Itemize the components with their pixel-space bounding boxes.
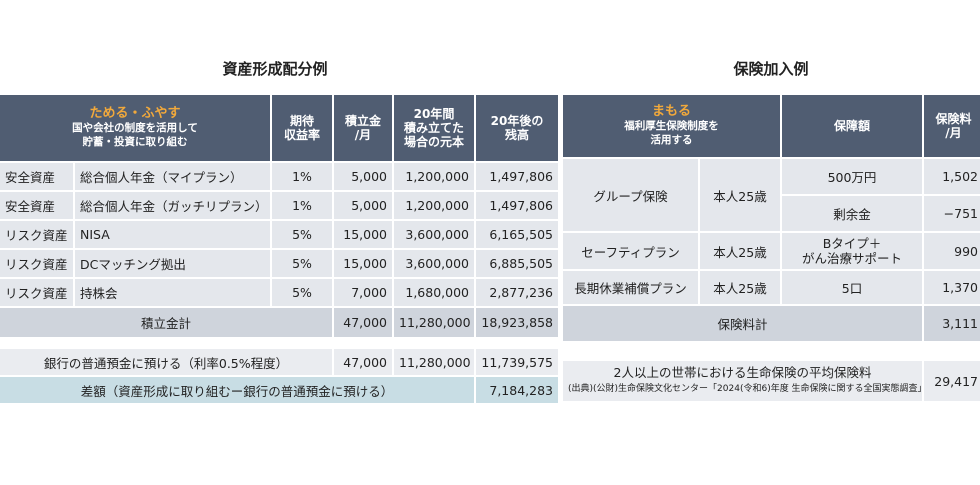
header-20yr-principal: 20年間 積み立てた 場合の元本 bbox=[394, 95, 474, 161]
product-name: 総合個人年金（マイプラン） bbox=[80, 170, 243, 185]
header-20yr-balance: 20年後の 残高 bbox=[476, 95, 558, 161]
header-coverage-amount: 保障額 bbox=[782, 95, 922, 157]
premium-amount: −751 bbox=[943, 206, 978, 221]
balance-amount: 6,165,505 bbox=[489, 227, 553, 242]
table-row: 安全資産 総合個人年金（ガッチリプラン） 1% 5,000 1,200,000 … bbox=[0, 192, 558, 219]
plan-name: グループ保険 bbox=[593, 188, 668, 204]
right-section-title: 保険加入例 bbox=[733, 60, 809, 78]
average-premium-value: 29,417 bbox=[934, 373, 978, 389]
difference-value: 7,184,283 bbox=[489, 382, 553, 398]
table-row: グループ保険 本人25歳 500万円 1,502 bbox=[563, 159, 980, 204]
product-name: NISA bbox=[80, 227, 110, 242]
total-principal: 11,280,000 bbox=[399, 315, 471, 330]
plan-name: 長期休業補償プラン bbox=[574, 281, 687, 296]
balance-amount: 1,497,806 bbox=[489, 198, 553, 213]
difference-label: 差額（資産形成に取り組むー銀行の普通預金に預ける） bbox=[80, 383, 394, 399]
balance-amount: 1,497,806 bbox=[489, 169, 553, 184]
insurance-table: まもる 福利厚生保険制度を 活用する 保障額 保険料/月 グループ保険 本人25… bbox=[561, 93, 980, 403]
principal-amount: 1,200,000 bbox=[405, 169, 469, 184]
coverage-amount: 5口 bbox=[841, 281, 863, 296]
monthly-amount: 5,000 bbox=[351, 198, 387, 213]
header-sub-line1: 福利厚生保険制度を bbox=[624, 120, 719, 132]
premium-total-value: 3,111 bbox=[942, 316, 978, 331]
monthly-amount: 5,000 bbox=[351, 169, 387, 184]
header-sub-line2: 貯蓄・投資に取り組む bbox=[82, 136, 188, 148]
product-name: 総合個人年金（ガッチリプラン） bbox=[80, 199, 268, 214]
table-row: セーフティプラン 本人25歳 Bタイプ＋ がん治療サポート 990 bbox=[563, 233, 980, 269]
asset-type: リスク資産 bbox=[5, 257, 68, 272]
table-row: リスク資産 DCマッチング拠出 5% 15,000 3,600,000 6,88… bbox=[0, 250, 558, 277]
bank-monthly: 47,000 bbox=[343, 354, 387, 370]
total-row: 保険料計 3,111 bbox=[563, 306, 980, 341]
expected-rate: 1% bbox=[292, 198, 312, 213]
header-protect: まもる 福利厚生保険制度を 活用する bbox=[563, 95, 780, 157]
bank-deposit-row: 銀行の普通預金に預ける（利率0.5%程度） 47,000 11,280,000 … bbox=[0, 349, 558, 375]
principal-amount: 1,680,000 bbox=[405, 285, 469, 300]
insured-person: 本人25歳 bbox=[713, 188, 767, 204]
total-label: 積立金計 bbox=[140, 316, 191, 331]
monthly-amount: 7,000 bbox=[351, 285, 387, 300]
asset-type: 安全資産 bbox=[5, 199, 56, 214]
monthly-amount: 15,000 bbox=[343, 256, 387, 271]
asset-allocation-table: ためる・ふやす 国や会社の制度を活用して 貯蓄・投資に取り組む 期待 収益率 積立… bbox=[0, 93, 560, 405]
header-save-invest: ためる・ふやす 国や会社の制度を活用して 貯蓄・投資に取り組む bbox=[0, 95, 270, 161]
coverage-amount: 500万円 bbox=[827, 170, 877, 185]
expected-rate: 5% bbox=[292, 285, 312, 300]
total-row: 積立金計 47,000 11,280,000 18,923,858 bbox=[0, 308, 558, 337]
coverage-amount: 剰余金 bbox=[833, 207, 871, 222]
header-expected-return: 期待 収益率 bbox=[272, 95, 332, 161]
coverage-amount: Bタイプ＋ がん治療サポート bbox=[801, 236, 902, 266]
table-row: リスク資産 持株会 5% 7,000 1,680,000 2,877,236 bbox=[0, 279, 558, 306]
premium-amount: 1,370 bbox=[942, 280, 978, 295]
premium-total-label: 保険料計 bbox=[717, 317, 768, 332]
total-balance: 18,923,858 bbox=[481, 315, 553, 330]
header-accent-label: ためる・ふやす bbox=[89, 106, 181, 121]
monthly-amount: 15,000 bbox=[343, 227, 387, 242]
principal-amount: 3,600,000 bbox=[405, 256, 469, 271]
principal-amount: 3,600,000 bbox=[405, 227, 469, 242]
bank-balance: 11,739,575 bbox=[481, 354, 553, 370]
asset-type: リスク資産 bbox=[5, 228, 68, 243]
total-monthly: 47,000 bbox=[343, 315, 387, 330]
expected-rate: 1% bbox=[292, 169, 312, 184]
average-premium-row: 2人以上の世帯における生命保険の平均保険料 (出典)(公財)生命保険文化センター… bbox=[563, 361, 980, 401]
header-accent-label: まもる bbox=[651, 104, 691, 119]
insured-person: 本人25歳 bbox=[713, 244, 767, 260]
difference-row: 差額（資産形成に取り組むー銀行の普通預金に預ける） 7,184,283 bbox=[0, 377, 558, 403]
header-sub-line2: 活用する bbox=[650, 134, 693, 146]
header-sub-line1: 国や会社の制度を活用して bbox=[72, 122, 198, 134]
source-citation: (出典)(公財)生命保険文化センター「2024(令和6)年度 生命保険に関する全… bbox=[568, 384, 922, 394]
average-premium-label: 2人以上の世帯における生命保険の平均保険料 (出典)(公財)生命保険文化センター… bbox=[568, 365, 922, 395]
balance-amount: 6,885,505 bbox=[489, 256, 553, 271]
expected-rate: 5% bbox=[292, 227, 312, 242]
asset-type: リスク資産 bbox=[5, 286, 68, 301]
header-monthly-contribution: 積立金/月 bbox=[334, 95, 392, 161]
product-name: DCマッチング拠出 bbox=[80, 257, 186, 272]
table-row: リスク資産 NISA 5% 15,000 3,600,000 6,165,505 bbox=[0, 221, 558, 248]
plan-name: セーフティプラン bbox=[581, 244, 680, 260]
insured-person: 本人25歳 bbox=[713, 281, 767, 296]
premium-amount: 990 bbox=[954, 243, 978, 259]
header-monthly-premium: 保険料/月 bbox=[924, 95, 980, 157]
table-row: 長期休業補償プラン 本人25歳 5口 1,370 bbox=[563, 271, 980, 304]
asset-type: 安全資産 bbox=[5, 170, 56, 185]
left-section-title: 資産形成配分例 bbox=[222, 60, 328, 78]
table-row: 安全資産 総合個人年金（マイプラン） 1% 5,000 1,200,000 1,… bbox=[0, 163, 558, 190]
product-name: 持株会 bbox=[80, 286, 118, 301]
balance-amount: 2,877,236 bbox=[489, 285, 553, 300]
bank-deposit-label: 銀行の普通預金に預ける（利率0.5%程度） bbox=[43, 355, 289, 371]
principal-amount: 1,200,000 bbox=[405, 198, 469, 213]
expected-rate: 5% bbox=[292, 256, 312, 271]
bank-principal: 11,280,000 bbox=[399, 354, 471, 370]
premium-amount: 1,502 bbox=[942, 169, 978, 184]
